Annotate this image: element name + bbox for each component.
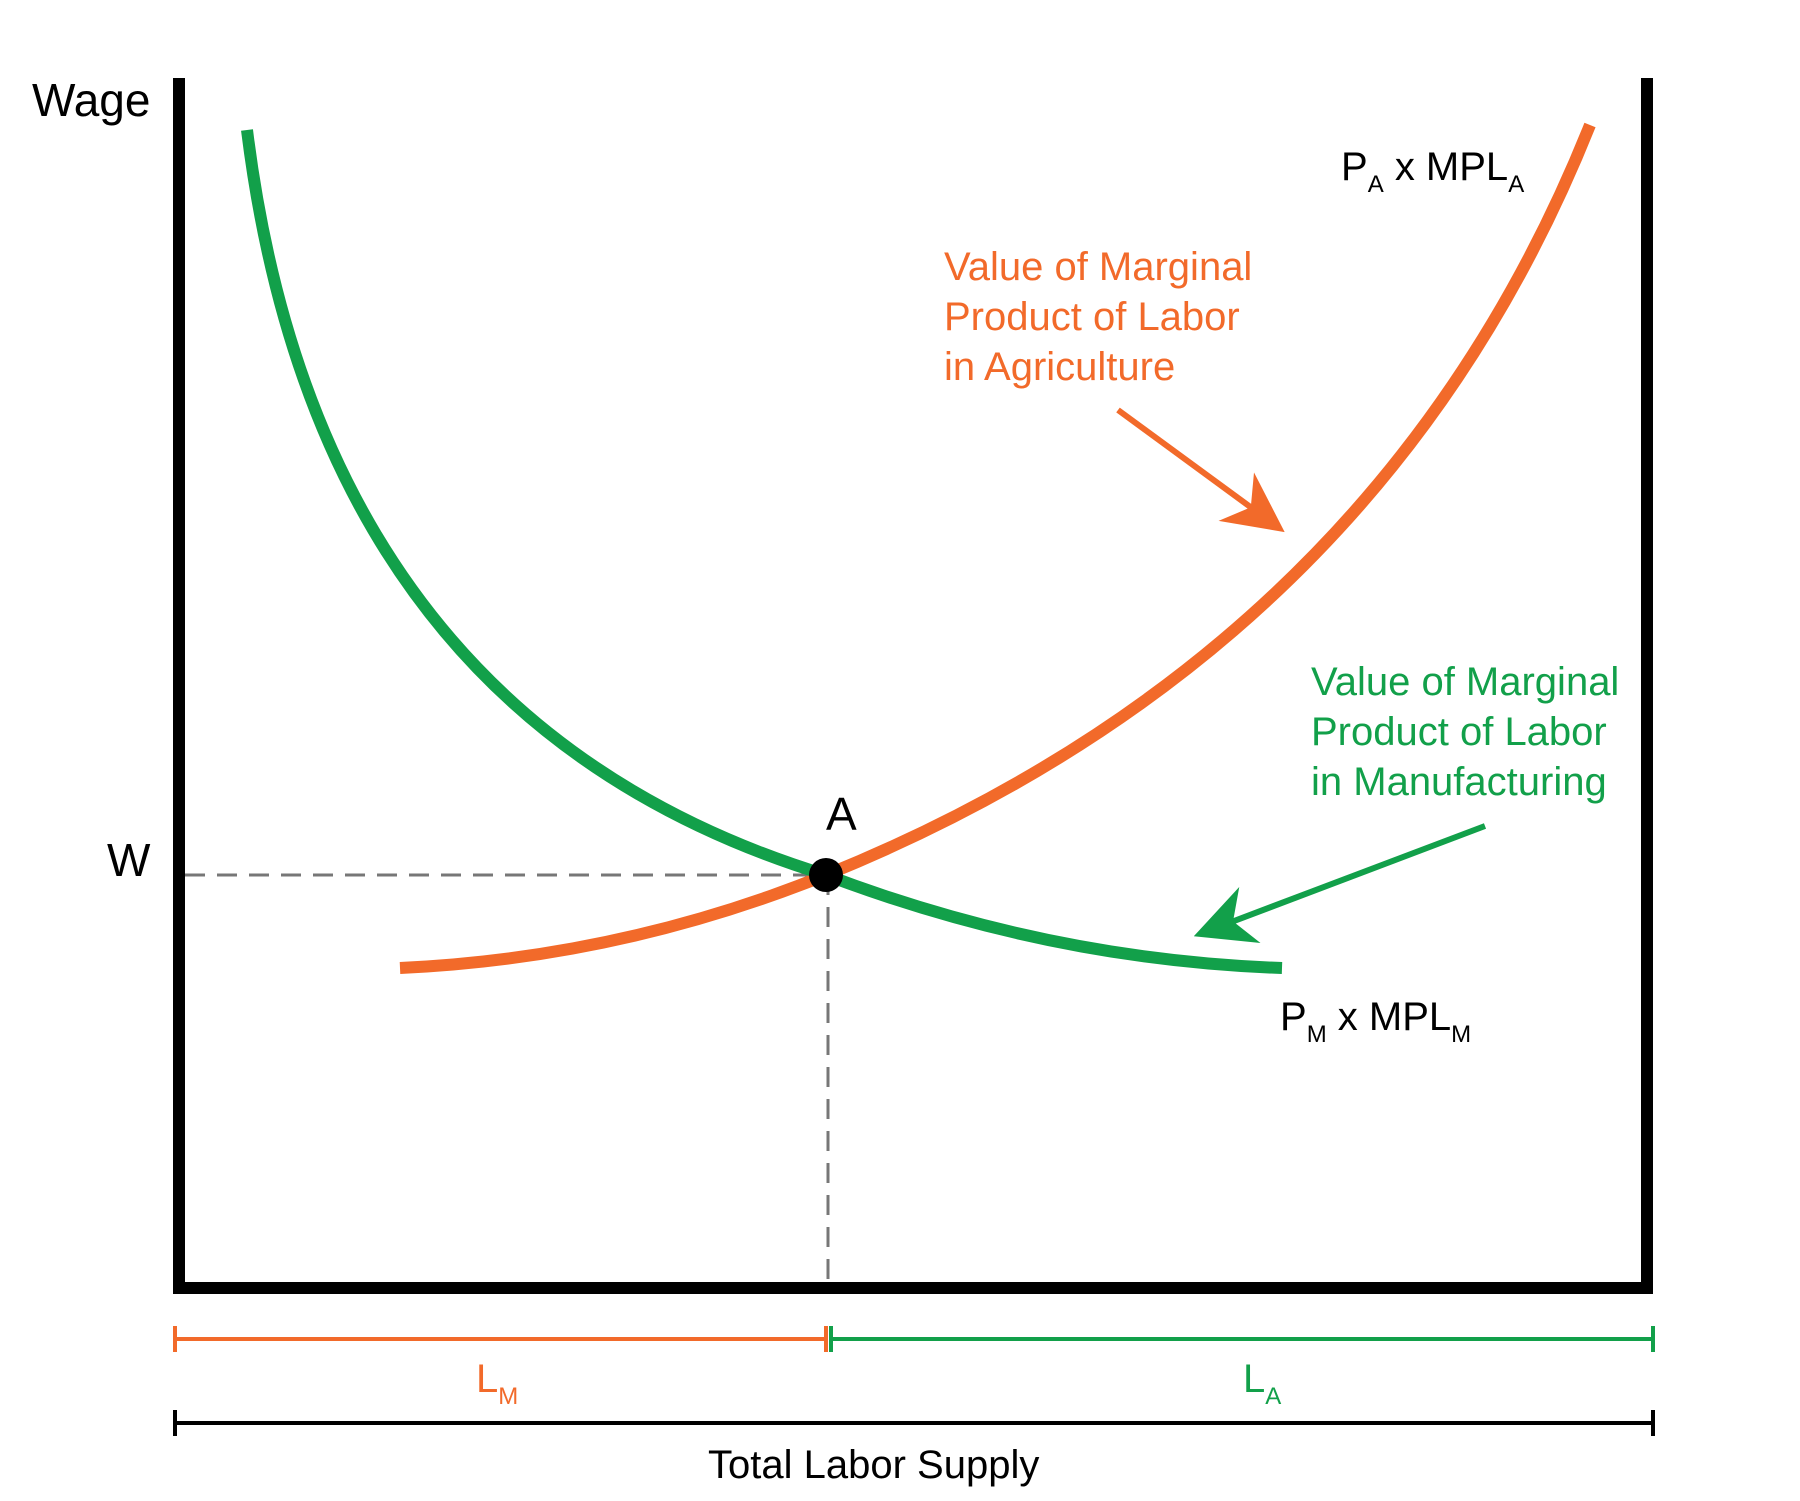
agriculture-labor-bracket xyxy=(829,1326,1655,1352)
point-label: A xyxy=(826,788,857,840)
agriculture-vmpl-curve xyxy=(399,122,1596,974)
manufacturing-curve-label: PM x MPLM xyxy=(1280,995,1471,1048)
wage-label: W xyxy=(107,834,151,886)
y-axis-label: Wage xyxy=(32,74,150,126)
equilibrium-point xyxy=(809,858,843,892)
agriculture-curve-label: PA x MPLA xyxy=(1341,145,1524,198)
manufacturing-labor-bracket xyxy=(173,1326,828,1352)
agriculture-labor-label: LA xyxy=(1243,1357,1281,1410)
total-labor-label: Total Labor Supply xyxy=(708,1443,1039,1487)
total-labor-bracket xyxy=(173,1410,1655,1436)
manufacturing-arrow xyxy=(1193,823,1487,944)
agriculture-description: Value of Marginal Product of Labor in Ag… xyxy=(944,245,1263,389)
agriculture-arrow xyxy=(1116,407,1285,533)
manufacturing-description: Value of Marginal Product of Labor in Ma… xyxy=(1311,660,1630,804)
manufacturing-labor-label: LM xyxy=(476,1357,518,1410)
manufacturing-vmpl-curve xyxy=(241,129,1283,974)
